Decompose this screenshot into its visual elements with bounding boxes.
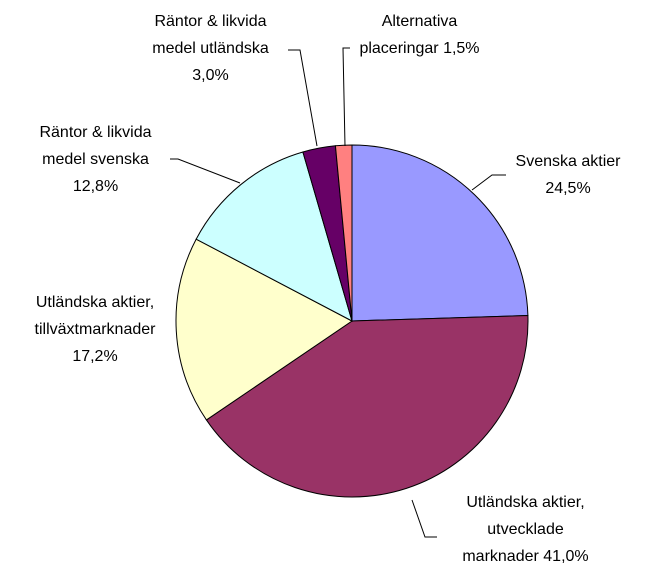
- slice-label: Räntor & likvida medel utländska 3,0%: [148, 8, 273, 89]
- slice-label: Alternativa placeringar 1,5%: [357, 8, 482, 62]
- pie-slice: [351, 144, 529, 322]
- value-label: 41,0%: [543, 548, 589, 565]
- value-label: 24,5%: [545, 180, 591, 197]
- slice-label: Svenska aktier 24,5%: [508, 148, 628, 202]
- value-label: 3,0%: [192, 67, 229, 84]
- leader-line: [471, 174, 506, 191]
- slice-label: Utländska aktier, tillväxtmarknader 17,2…: [25, 289, 165, 370]
- pie-slice: [334, 144, 353, 322]
- category-name: Utländska aktier, tillväxtmarknader: [34, 294, 156, 338]
- value-label: 1,5%: [443, 40, 480, 57]
- category-name: Svenska aktier: [515, 153, 621, 170]
- leader-line: [170, 158, 241, 184]
- pie-slice: [175, 238, 353, 421]
- category-name: Alternativa placeringar: [359, 13, 458, 57]
- category-name: Utländska aktier, utvecklade marknader: [462, 494, 585, 565]
- leader-line: [288, 49, 318, 147]
- leader-line: [342, 47, 350, 147]
- slice-label: Utländska aktier, utvecklade marknader 4…: [458, 489, 593, 570]
- value-label: 12,8%: [72, 178, 119, 195]
- value-label: 17,2%: [72, 348, 118, 365]
- pie-slice: [205, 314, 529, 498]
- slice-label: Räntor & likvida medel svenska 12,8%: [33, 119, 158, 200]
- category-name: Räntor & likvida medel utländska: [152, 13, 269, 57]
- leader-line: [411, 499, 437, 538]
- category-name: Räntor & likvida medel svenska: [39, 124, 152, 168]
- pie-slice: [195, 151, 353, 322]
